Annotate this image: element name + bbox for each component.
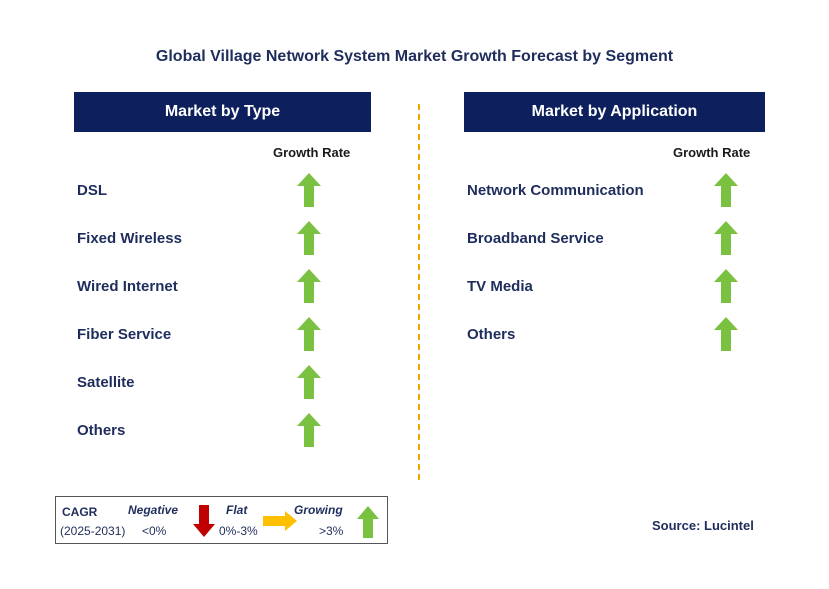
- growing-arrow-icon: [297, 269, 321, 303]
- legend-flat-value: 0%-3%: [219, 524, 258, 538]
- legend-flat-label: Flat: [226, 503, 248, 517]
- legend-growing-value: >3%: [319, 524, 344, 538]
- panel-divider: [418, 104, 420, 480]
- application-item-others: Others: [467, 326, 516, 343]
- source-label: Source: Lucintel: [652, 518, 754, 533]
- type-item-fiber-service: Fiber Service: [77, 326, 172, 343]
- type-growth-rate-label: Growth Rate: [273, 145, 351, 160]
- type-item-satellite: Satellite: [77, 374, 135, 391]
- type-item-others: Others: [77, 422, 126, 439]
- flat-arrow-icon: [263, 511, 297, 531]
- type-item-wired-internet: Wired Internet: [77, 278, 178, 295]
- growing-arrow-icon: [297, 413, 321, 447]
- growing-arrow-icon: [714, 173, 738, 207]
- application-growth-rate-label: Growth Rate: [673, 145, 751, 160]
- growing-arrow-icon: [357, 506, 379, 538]
- application-item-broadband-service: Broadband Service: [467, 230, 604, 247]
- growing-arrow-icon: [714, 269, 738, 303]
- type-panel-header: Market by Type: [74, 92, 371, 132]
- legend-cagr-label: CAGR: [62, 505, 98, 519]
- chart-title: Global Village Network System Market Gro…: [155, 48, 674, 65]
- type-item-fixed-wireless: Fixed Wireless: [77, 230, 182, 247]
- application-item-tv-media: TV Media: [467, 278, 533, 295]
- growing-arrow-icon: [714, 221, 738, 255]
- growing-arrow-icon: [297, 317, 321, 351]
- type-item-dsl: DSL: [77, 182, 107, 199]
- negative-arrow-icon: [193, 505, 215, 537]
- application-item-network-communication: Network Communication: [467, 182, 644, 199]
- growing-arrow-icon: [297, 173, 321, 207]
- cagr-legend: CAGR (2025-2031) Negative <0% Flat 0%-3%…: [55, 496, 388, 544]
- growing-arrow-icon: [297, 221, 321, 255]
- legend-growing-label: Growing: [294, 503, 343, 517]
- growing-arrow-icon: [297, 365, 321, 399]
- growing-arrow-icon: [714, 317, 738, 351]
- legend-negative-value: <0%: [142, 524, 167, 538]
- legend-negative-label: Negative: [128, 503, 179, 517]
- application-panel-header: Market by Application: [464, 92, 765, 132]
- legend-period: (2025-2031): [60, 524, 126, 538]
